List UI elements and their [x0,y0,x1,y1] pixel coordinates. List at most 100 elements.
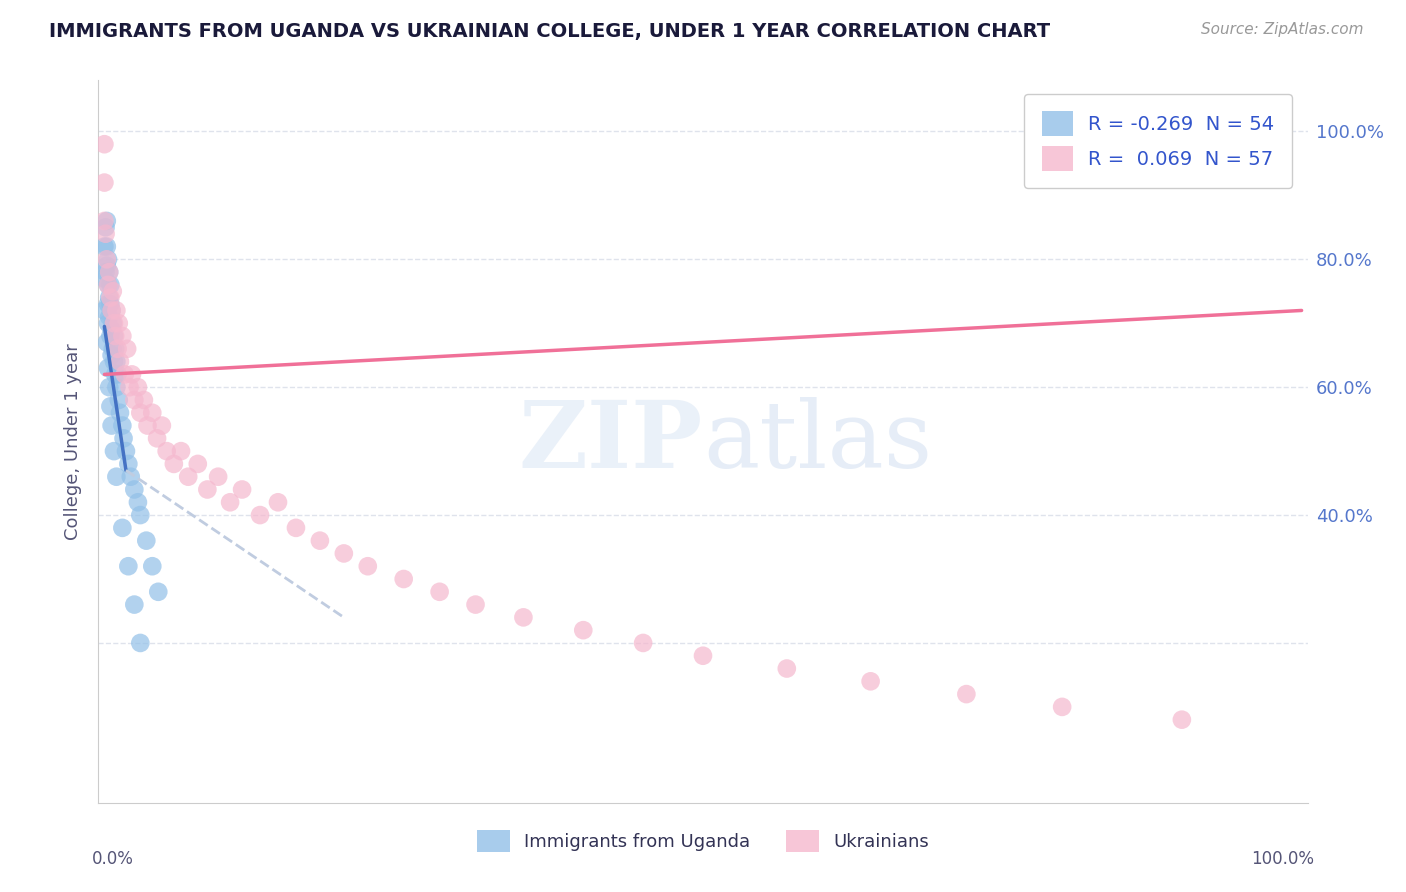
Point [94,227,117,241]
Point [112,431,135,445]
Point [98,265,121,279]
Point [163,457,186,471]
Point [111,329,134,343]
Point [464,598,486,612]
Point [97,252,120,267]
Point [101,316,124,330]
Point [117,559,139,574]
Point [249,508,271,522]
Point [97,361,120,376]
Text: Source: ZipAtlas.com: Source: ZipAtlas.com [1201,22,1364,37]
Point [101,285,124,299]
Point [101,342,124,356]
Point [111,418,134,433]
Point [692,648,714,663]
Y-axis label: College, Under 1 year: College, Under 1 year [65,343,83,540]
Point [107,316,129,330]
Point [100,418,122,433]
Point [284,521,307,535]
Point [129,636,152,650]
Point [96,252,118,267]
Point [120,469,142,483]
Point [108,354,131,368]
Point [100,323,122,337]
Point [100,348,122,362]
Point [103,316,125,330]
Point [93,214,115,228]
Point [267,495,290,509]
Point [141,559,163,574]
Point [124,483,146,497]
Point [97,277,120,292]
Point [94,265,117,279]
Point [100,291,122,305]
Point [100,329,122,343]
Point [107,342,129,356]
Point [333,546,356,560]
Point [129,508,152,522]
Point [93,176,115,190]
Point [105,354,128,368]
Point [111,521,134,535]
Point [195,483,218,497]
Point [231,483,253,497]
Point [96,214,118,228]
Point [1050,699,1073,714]
Text: ZIP: ZIP [519,397,703,486]
Point [105,380,128,394]
Point [207,469,229,483]
Point [1171,713,1194,727]
Point [156,444,179,458]
Point [117,457,139,471]
Point [107,368,129,382]
Point [114,368,136,382]
Point [96,335,118,350]
Point [118,380,141,394]
Point [98,380,121,394]
Point [97,297,120,311]
Point [93,271,115,285]
Point [132,392,155,407]
Point [572,623,595,637]
Point [1267,150,1289,164]
Point [100,303,122,318]
Point [136,418,159,433]
Point [108,406,131,420]
Point [429,584,451,599]
Point [107,392,129,407]
Point [105,303,128,318]
Point [98,265,121,279]
Point [98,310,121,324]
Point [103,444,125,458]
Point [104,368,127,382]
Point [141,406,163,420]
Legend: Immigrants from Uganda, Ukrainians: Immigrants from Uganda, Ukrainians [470,822,936,859]
Text: atlas: atlas [703,397,932,486]
Point [776,661,799,675]
Point [105,469,128,483]
Point [96,259,118,273]
Point [104,342,127,356]
Point [187,457,209,471]
Text: IMMIGRANTS FROM UGANDA VS UKRAINIAN COLLEGE, UNDER 1 YEAR CORRELATION CHART: IMMIGRANTS FROM UGANDA VS UKRAINIAN COLL… [49,22,1050,41]
Point [93,303,115,318]
Point [148,584,170,599]
Point [115,342,138,356]
Point [859,674,882,689]
Point [100,303,122,318]
Point [150,418,173,433]
Point [100,400,122,414]
Point [96,239,118,253]
Point [104,329,127,343]
Point [121,368,143,382]
Point [103,329,125,343]
Point [631,636,654,650]
Point [97,316,120,330]
Point [392,572,415,586]
Point [124,392,146,407]
Point [512,610,534,624]
Point [124,598,146,612]
Point [955,687,977,701]
Point [97,277,120,292]
Point [177,469,200,483]
